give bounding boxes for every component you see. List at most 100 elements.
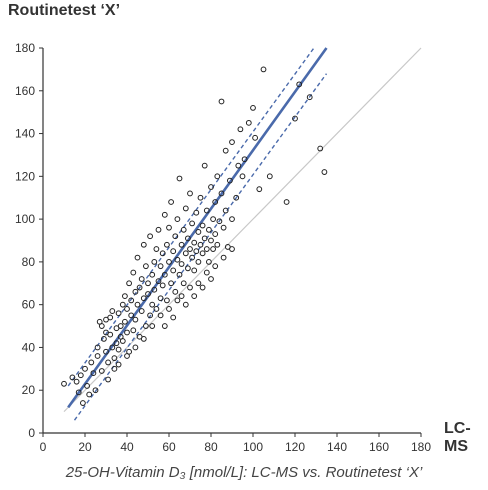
data-point [88, 359, 95, 366]
data-point [124, 353, 130, 359]
data-point [208, 237, 214, 244]
data-point [174, 297, 181, 304]
data-point [260, 66, 267, 73]
y-tick-label: 60 [22, 298, 36, 312]
data-point [218, 98, 225, 105]
data-point [229, 216, 235, 223]
data-point [107, 314, 114, 321]
data-point [180, 226, 187, 233]
data-point [166, 306, 172, 312]
data-point [157, 295, 164, 302]
data-point [92, 387, 99, 394]
data-point [159, 282, 166, 289]
data-point [252, 134, 259, 141]
data-point [220, 254, 227, 261]
y-tick-label: 120 [15, 169, 35, 183]
y-tick-label: 160 [15, 84, 35, 98]
data-point [155, 278, 162, 285]
data-point [222, 207, 229, 214]
confidence-upper-line [67, 47, 315, 387]
data-point [161, 271, 168, 278]
data-point [193, 248, 200, 255]
data-point [185, 265, 191, 272]
data-point [73, 378, 80, 385]
data-point [124, 306, 130, 312]
data-point [208, 276, 214, 282]
x-tick-label: 0 [40, 440, 47, 454]
x-tick-label: 160 [369, 440, 389, 454]
data-point [321, 169, 328, 175]
y-axis-label: Routinetest ‘X’ [8, 2, 121, 19]
data-point [151, 286, 158, 293]
data-point [241, 156, 248, 163]
data-point [143, 263, 149, 270]
data-point [178, 241, 185, 248]
data-point [283, 199, 290, 205]
x-tick-label: 80 [204, 440, 218, 454]
data-point [170, 314, 177, 321]
data-point [119, 338, 126, 344]
data-point [306, 94, 313, 101]
data-point [109, 308, 116, 314]
data-point [119, 301, 126, 308]
data-point [98, 323, 105, 329]
data-point [218, 190, 225, 197]
data-point [176, 175, 183, 182]
data-point [155, 226, 162, 233]
data-point [161, 323, 168, 329]
data-point [174, 216, 181, 223]
data-point [195, 229, 202, 235]
data-point [115, 346, 122, 353]
data-point [75, 389, 82, 396]
data-point [69, 374, 76, 381]
data-point [124, 329, 130, 336]
data-point [176, 271, 183, 278]
data-point [61, 380, 67, 387]
data-point [157, 312, 164, 319]
data-point [170, 267, 177, 274]
points-layer [61, 66, 328, 406]
data-point [266, 173, 273, 180]
data-point [189, 220, 196, 227]
data-point [197, 194, 204, 201]
y-tick-label: 40 [22, 340, 36, 354]
data-point [170, 248, 177, 255]
data-point [134, 254, 141, 261]
data-point [250, 104, 256, 111]
x-tick-label: 20 [78, 440, 92, 454]
data-point [182, 250, 189, 257]
x-tick-label: 140 [327, 440, 347, 454]
data-point [191, 239, 198, 246]
data-point [292, 115, 298, 122]
data-point [172, 288, 179, 295]
data-point [166, 224, 172, 231]
data-point [82, 365, 88, 372]
data-point [140, 335, 147, 342]
data-point [210, 216, 217, 223]
data-point [201, 235, 208, 242]
data-point [132, 316, 139, 323]
data-point [136, 284, 143, 291]
x-tick-label: 180 [411, 440, 431, 454]
data-point [229, 246, 235, 252]
data-point [174, 256, 181, 263]
data-point [182, 205, 189, 212]
data-point [86, 391, 93, 398]
data-point [172, 233, 179, 240]
data-point [187, 246, 193, 252]
y-tick-label: 100 [15, 212, 35, 226]
data-point [208, 184, 214, 190]
data-point [193, 209, 200, 216]
data-point [239, 173, 246, 180]
data-point [178, 261, 185, 267]
data-point [113, 340, 120, 347]
data-point [187, 190, 193, 197]
data-point [153, 306, 160, 312]
data-point [122, 293, 128, 300]
data-point [126, 280, 133, 287]
data-point [101, 335, 107, 342]
data-point [105, 376, 111, 383]
data-point [107, 331, 114, 338]
data-point [206, 226, 212, 233]
data-point [197, 241, 204, 248]
